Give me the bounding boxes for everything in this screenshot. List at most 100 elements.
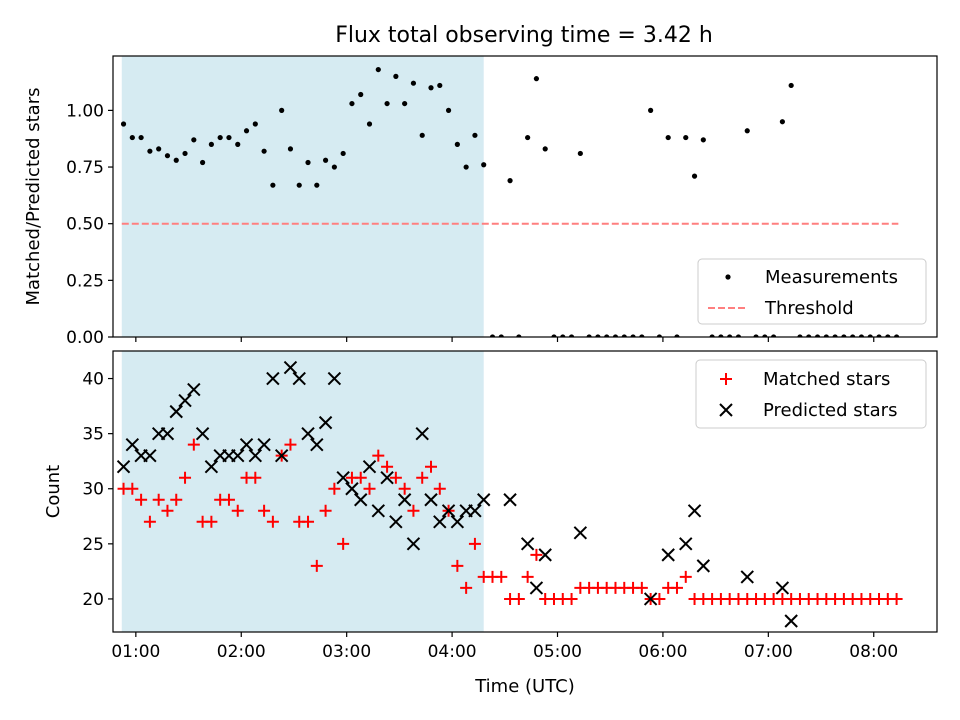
predicted-star-point: [433, 515, 447, 529]
measurement-point: [858, 334, 865, 337]
matched-star-point: [161, 504, 174, 517]
predicted-star-point: [231, 448, 245, 463]
measurement-point: [261, 148, 267, 154]
measurement-point: [235, 141, 241, 147]
measurement-point: [200, 159, 206, 166]
matched-star-point: [416, 471, 429, 484]
measurement-point: [779, 119, 785, 125]
measurement-point: [709, 334, 715, 337]
measurement-point: [612, 334, 619, 337]
measurement-point: [806, 334, 812, 337]
matched-star-point: [890, 592, 903, 605]
measurement-point: [762, 334, 768, 337]
y-tick-label: 1.00: [66, 101, 104, 121]
matched-star-point: [512, 592, 525, 605]
predicted-star-point: [195, 426, 210, 441]
predicted-star-point: [573, 526, 588, 540]
measurement-point: [164, 153, 171, 159]
measurement-point: [366, 121, 373, 127]
predicted-star-point: [406, 537, 421, 551]
measurement-point: [727, 334, 733, 337]
predicted-star-point: [468, 504, 482, 518]
x-tick-label: 05:00: [533, 642, 582, 662]
y-tick-label: 0.75: [66, 158, 104, 178]
matched-star-point: [495, 570, 508, 583]
matched-star-point: [530, 548, 543, 561]
predicted-star-point: [169, 404, 183, 419]
y-tick-label: 0.50: [66, 215, 104, 235]
matched-star-point: [258, 504, 271, 517]
predicted-star-point: [116, 459, 131, 474]
data-points: [116, 360, 903, 628]
measurement-point: [656, 334, 663, 337]
matched-star-point: [266, 515, 279, 528]
count-panel: 20 25 30 35 40 01:00 02:00 03:00 04:00 05:00 06:00…: [43, 350, 938, 697]
y-tick-label: 25: [82, 535, 104, 555]
matched-star-point: [565, 592, 578, 605]
predicted-star-point: [310, 437, 324, 452]
measurement-point: [156, 146, 162, 152]
measurement-point: [270, 182, 276, 188]
y-tick-label: 20: [82, 590, 104, 610]
measurement-point: [797, 334, 803, 337]
predicted-star-point: [248, 448, 263, 463]
measurement-point: [129, 134, 135, 141]
measurement-point: [393, 73, 399, 79]
measurement-point: [744, 128, 750, 134]
measurement-point: [648, 107, 654, 113]
matched-star-point: [170, 493, 183, 506]
predicted-star-point: [178, 393, 192, 408]
measurement-point: [419, 132, 425, 138]
measurement-point: [437, 82, 443, 89]
measurement-point: [226, 134, 232, 141]
x-tick-label: 08:00: [849, 642, 898, 662]
measurement-point: [252, 121, 258, 127]
matched-star-point: [363, 482, 376, 495]
predicted-star-point: [397, 493, 412, 507]
measurement-point: [867, 334, 873, 337]
measurement-point: [331, 164, 337, 170]
matched-star-point: [284, 438, 297, 451]
y-tick-label: 0.25: [66, 271, 104, 291]
matched-star-point: [653, 592, 666, 605]
measurement-point: [217, 134, 223, 141]
predicted-star-point: [143, 448, 157, 463]
matched-star-point: [302, 515, 315, 528]
measurement-point: [454, 141, 460, 147]
legend-measurements-label: Measurements: [765, 267, 898, 288]
y-tick-label: 0.00: [66, 328, 104, 348]
data-points: [120, 66, 900, 337]
measurement-point: [630, 334, 636, 337]
measurement-point: [735, 334, 742, 337]
y-tick-label: 35: [82, 425, 104, 445]
measurement-point: [718, 334, 724, 337]
observing-window-shade: [121, 351, 484, 632]
matched-star-point: [451, 559, 464, 572]
matched-star-point: [679, 570, 692, 583]
y-axis-label: Count: [43, 465, 64, 518]
matched-star-point: [152, 493, 165, 506]
predicted-star-point: [389, 515, 403, 529]
predicted-star-point: [274, 448, 289, 463]
measurement-point: [472, 132, 478, 138]
predicted-star-point: [345, 482, 359, 496]
matched-star-point: [635, 581, 648, 594]
measurement-point: [841, 334, 847, 337]
matched-star-point: [354, 471, 367, 484]
matched-star-point: [179, 471, 192, 484]
matched-star-point: [231, 504, 244, 517]
measurement-point: [560, 334, 566, 337]
measurement-point: [893, 334, 900, 337]
measurement-point: [138, 134, 144, 141]
predicted-star-point: [204, 459, 219, 474]
legend-predicted-label: Predicted stars: [763, 400, 897, 421]
measurement-point: [516, 334, 522, 337]
measurement-point: [402, 100, 408, 107]
matched-star-point: [319, 504, 332, 517]
measurement-point: [147, 148, 153, 154]
matched-star-point: [670, 581, 683, 594]
measurement-point: [182, 150, 188, 157]
predicted-star-point: [775, 581, 790, 595]
matched-star-point: [126, 482, 139, 495]
predicted-star-point: [362, 459, 377, 474]
